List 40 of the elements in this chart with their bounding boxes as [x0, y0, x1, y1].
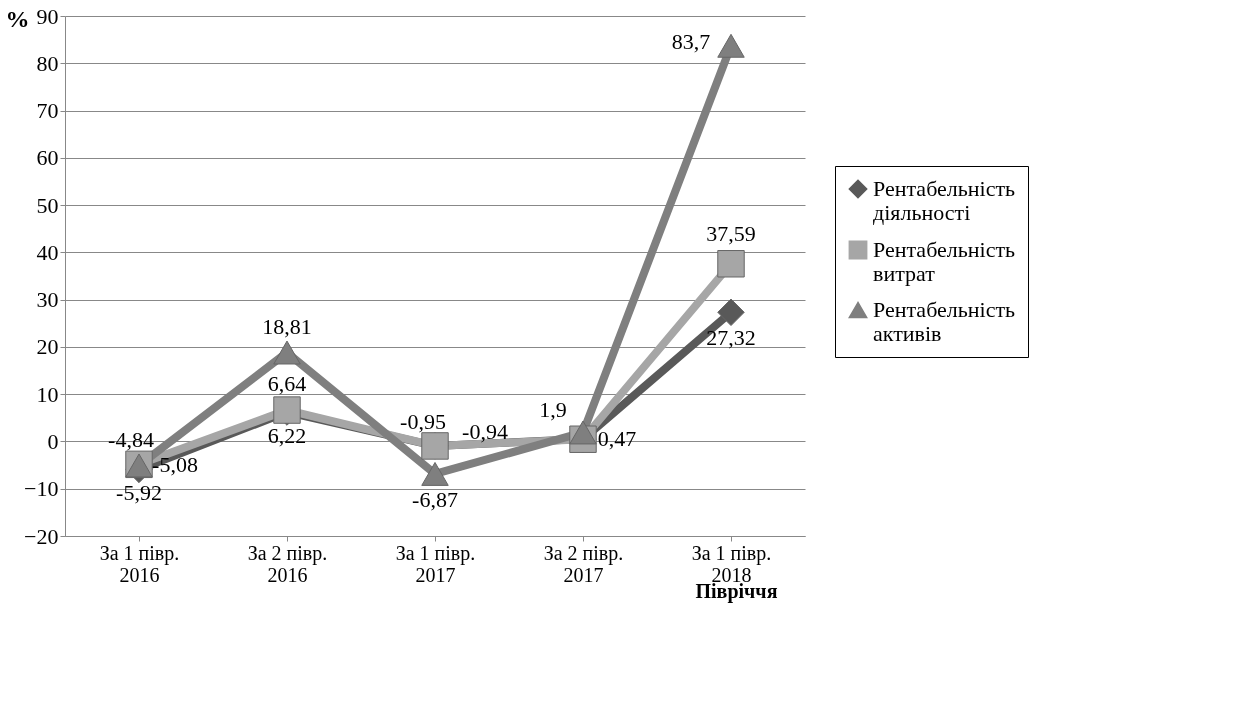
point — [717, 33, 745, 58]
data-label: 27,32 — [706, 325, 756, 351]
y-tick-label: 80 — [36, 50, 59, 76]
data-label: -6,87 — [412, 486, 458, 512]
y-tick-label: 60 — [36, 145, 59, 171]
data-label: 83,7 — [671, 28, 711, 54]
y-tick-label: 90 — [36, 3, 59, 29]
y-tick-label: 50 — [36, 192, 59, 218]
data-label: 1,9 — [539, 397, 567, 423]
x-tick-label: За 1 півр. 2017 — [395, 541, 476, 586]
data-label: -0,95 — [400, 408, 446, 434]
legend-label: Рентабельність діяльності — [873, 176, 1016, 225]
point — [717, 298, 745, 327]
x-tick-label: За 1 півр. 2016 — [99, 541, 180, 586]
y-tick-label: −20 — [24, 523, 59, 549]
data-label: 0,47 — [597, 426, 637, 452]
x-tick-label: За 2 півр. 2016 — [247, 541, 328, 586]
data-label: 18,81 — [262, 313, 312, 339]
point — [273, 340, 301, 365]
legend-label: Рентабельність витрат — [873, 237, 1016, 286]
data-label: 6,22 — [267, 423, 307, 449]
legend-label: Рентабельність активів — [873, 297, 1016, 346]
data-label: 6,64 — [267, 371, 307, 397]
data-label: -4,84 — [108, 427, 154, 453]
y-axis-title: % — [5, 5, 30, 32]
y-tick-label: 70 — [36, 98, 59, 124]
y-tick-label: 20 — [36, 334, 59, 360]
y-tick-label: 30 — [36, 287, 59, 313]
point — [569, 420, 597, 445]
point — [717, 250, 745, 278]
x-tick-label: За 2 півр. 2017 — [543, 541, 624, 586]
point — [421, 461, 449, 486]
data-label: -0,94 — [462, 418, 508, 444]
data-label: 37,59 — [706, 220, 756, 246]
data-label: -5,08 — [152, 452, 198, 478]
y-tick-label: 0 — [47, 428, 59, 454]
y-tick-label: 10 — [36, 381, 59, 407]
y-tick-label: 40 — [36, 239, 59, 265]
data-label: -5,92 — [116, 480, 162, 506]
y-tick-label: −10 — [24, 476, 59, 502]
